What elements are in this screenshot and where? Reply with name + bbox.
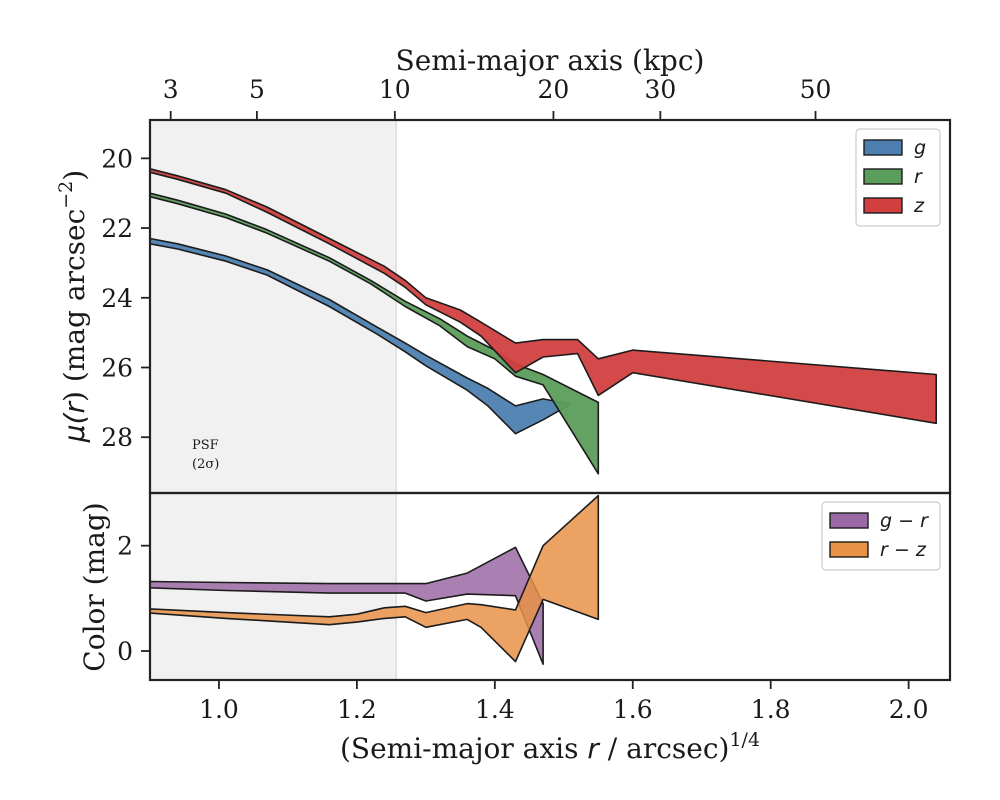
- x-tick-label: 1.8: [751, 695, 791, 724]
- psf-label: PSF: [192, 438, 219, 453]
- legend-label: z: [913, 195, 925, 217]
- x-tick-label: 1.0: [199, 695, 239, 724]
- legend-swatch: [863, 168, 903, 185]
- band-g-r: [149, 546, 544, 666]
- legend-swatch: [863, 197, 903, 214]
- top-tick-label: 20: [538, 75, 570, 104]
- psf-sigma-label: (2σ): [192, 457, 219, 472]
- legend-swatch: [863, 139, 903, 156]
- x-tick-label: 1.4: [475, 695, 515, 724]
- legend-label: r − z: [880, 539, 927, 561]
- lower-y-tick-label: 0: [117, 637, 133, 666]
- upper-legend: grz: [855, 128, 941, 227]
- band-z: [149, 168, 938, 425]
- legend-label: g: [914, 137, 926, 159]
- top-tick-label: 50: [800, 75, 832, 104]
- legend-swatch: [829, 541, 869, 558]
- x-tick-label: 1.2: [337, 695, 377, 724]
- x-tick-label: 2.0: [889, 695, 929, 724]
- band-r: [149, 192, 600, 475]
- lower-panel-frame: [148, 491, 952, 682]
- x-tick-label: 1.6: [613, 695, 653, 724]
- lower-y-tick-label: 2: [117, 532, 133, 561]
- lower-y-axis-label: Color (mag): [78, 502, 111, 671]
- top-tick-label: 5: [249, 75, 265, 104]
- lower-legend: g − r r − z: [821, 501, 941, 571]
- legend-swatch: [829, 512, 869, 529]
- top-tick-label: 10: [379, 75, 411, 104]
- band-g: [149, 237, 572, 435]
- upper-panel-bands: [149, 168, 938, 475]
- top-axis-label: Semi-major axis (kpc): [396, 44, 705, 77]
- legend-label: g − r: [880, 510, 929, 532]
- upper-y-tick-label: 26: [101, 354, 133, 383]
- upper-y-tick-label: 22: [101, 214, 133, 243]
- lower-panel-bands: [149, 494, 600, 666]
- top-tick-label: 30: [644, 75, 676, 104]
- legend-label: r: [914, 166, 923, 188]
- upper-y-tick-label: 24: [101, 284, 133, 313]
- upper-y-axis-label: μ(r) (mag arcsec−2): [55, 170, 91, 443]
- band-r-z: [149, 494, 600, 663]
- upper-y-tick-label: 20: [101, 144, 133, 173]
- top-tick-label: 3: [163, 75, 179, 104]
- upper-y-tick-label: 28: [101, 423, 133, 452]
- bottom-axis-label: (Semi-major axis r / arcsec)1/4: [340, 729, 760, 765]
